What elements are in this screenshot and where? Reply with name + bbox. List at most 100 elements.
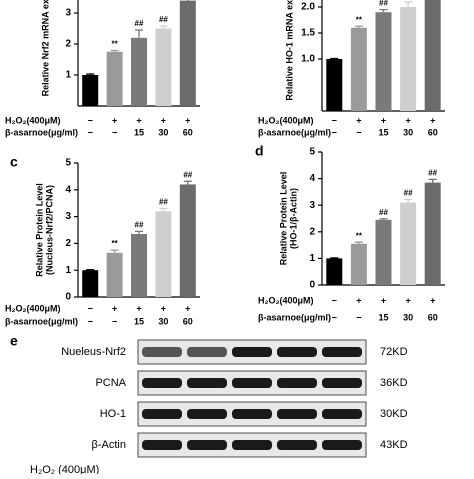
y-axis-label: (HO-1/β-Actin) (288, 188, 298, 249)
error-bar (135, 29, 143, 38)
bar (82, 75, 99, 106)
panel-letter: d (255, 143, 264, 159)
treatment-value: 60 (183, 316, 193, 326)
blot-size: 72KD (380, 346, 408, 358)
error-bar (354, 25, 363, 28)
treatment-value: 30 (158, 316, 168, 326)
treatment-value: − (112, 316, 117, 326)
error-bar (379, 218, 388, 220)
error-bar (404, 1, 413, 7)
bar (179, 184, 196, 297)
blot-band (232, 440, 272, 450)
significance-marker: ** (356, 231, 363, 240)
y-axis-label: Relative Nrf2 mRNA exp (40, 0, 50, 96)
treatment-value: − (356, 312, 361, 322)
y-axis-label: Relative HO-1 mRNA exp (284, 0, 294, 101)
blot-band (142, 409, 182, 419)
bar (400, 7, 417, 111)
error-bar (330, 57, 339, 60)
bar (326, 258, 343, 285)
significance-marker: ## (135, 19, 144, 28)
y-axis-label: Relative Protein Level (34, 183, 44, 277)
treatment-value: + (161, 115, 166, 125)
error-bar (379, 8, 388, 13)
blot-band (142, 347, 182, 357)
treatment-value: + (112, 115, 117, 125)
blot-band (232, 378, 272, 388)
bar (350, 27, 367, 111)
significance-marker: ## (404, 188, 413, 197)
treatment-value: − (112, 127, 117, 137)
treatment-value: + (185, 115, 190, 125)
blot-size: 43KD (380, 439, 408, 451)
y-tick-label: 0 (309, 280, 315, 291)
blot-band (322, 409, 362, 419)
bar (155, 28, 172, 106)
blot-band (322, 440, 362, 450)
bar (131, 37, 147, 106)
blot-band (232, 409, 272, 419)
treatment-value: 30 (403, 127, 413, 137)
y-tick-label: 5 (65, 158, 71, 169)
y-tick-label: 3 (309, 200, 315, 211)
treatment-value: + (136, 115, 141, 125)
blot-band (187, 347, 227, 357)
blot-label: β-Actin (92, 439, 126, 451)
error-bar (330, 257, 339, 259)
blot-size: 36KD (380, 377, 408, 389)
panel-letter: c (10, 154, 18, 170)
treatment-value: + (381, 295, 386, 305)
y-tick-label: 3 (65, 211, 71, 222)
y-tick-label: 2 (309, 226, 315, 237)
treatment-value: − (88, 127, 93, 137)
treatment-value: 15 (378, 127, 388, 137)
y-tick-label: 1 (309, 253, 315, 264)
treatment-value: 15 (134, 127, 144, 137)
treatment-value: 60 (183, 127, 193, 137)
error-bar (86, 73, 95, 75)
bar (106, 51, 123, 106)
treatment-label: β-asarnoe(μg/ml) (5, 127, 78, 137)
error-bar (110, 249, 119, 253)
blot-band (187, 378, 227, 388)
treatment-value: + (405, 295, 410, 305)
bar (375, 12, 392, 112)
treatment-value: − (332, 295, 337, 305)
y-tick-label: 0 (65, 292, 71, 303)
bar (424, 182, 441, 285)
bar (400, 202, 417, 285)
y-tick-label: 2.0 (301, 2, 315, 13)
error-bar (110, 49, 119, 52)
treatment-label: β-asarnoe(μg/ml) (5, 316, 78, 326)
treatment-value: − (332, 127, 337, 137)
blot-band (322, 378, 362, 388)
y-tick-label: 1 (65, 70, 71, 81)
blot-band (142, 440, 182, 450)
bar (424, 0, 441, 111)
y-tick-label: 4 (65, 184, 71, 195)
blot-band (322, 347, 362, 357)
treatment-value: + (356, 295, 361, 305)
significance-marker: ** (111, 40, 118, 49)
blot-footer: H₂O₂ (400μM) (30, 464, 99, 474)
error-bar (159, 207, 168, 212)
bar (155, 211, 172, 297)
treatment-label: β-asarnoe(μg/ml) (258, 312, 331, 322)
treatment-value: + (185, 303, 190, 313)
treatment-value: + (356, 115, 361, 125)
treatment-value: 15 (134, 316, 144, 326)
bar (106, 252, 123, 297)
treatment-value: 30 (403, 312, 413, 322)
error-bar (159, 25, 168, 29)
bar (179, 0, 196, 107)
y-tick-label: 1.0 (301, 54, 315, 65)
treatment-value: + (405, 115, 410, 125)
blot-band (187, 440, 227, 450)
bar (82, 270, 99, 297)
bar (326, 59, 343, 111)
error-bar (183, 180, 192, 185)
significance-marker: ## (159, 15, 168, 24)
y-tick-label: 2 (65, 238, 71, 249)
treatment-value: 15 (378, 312, 388, 322)
